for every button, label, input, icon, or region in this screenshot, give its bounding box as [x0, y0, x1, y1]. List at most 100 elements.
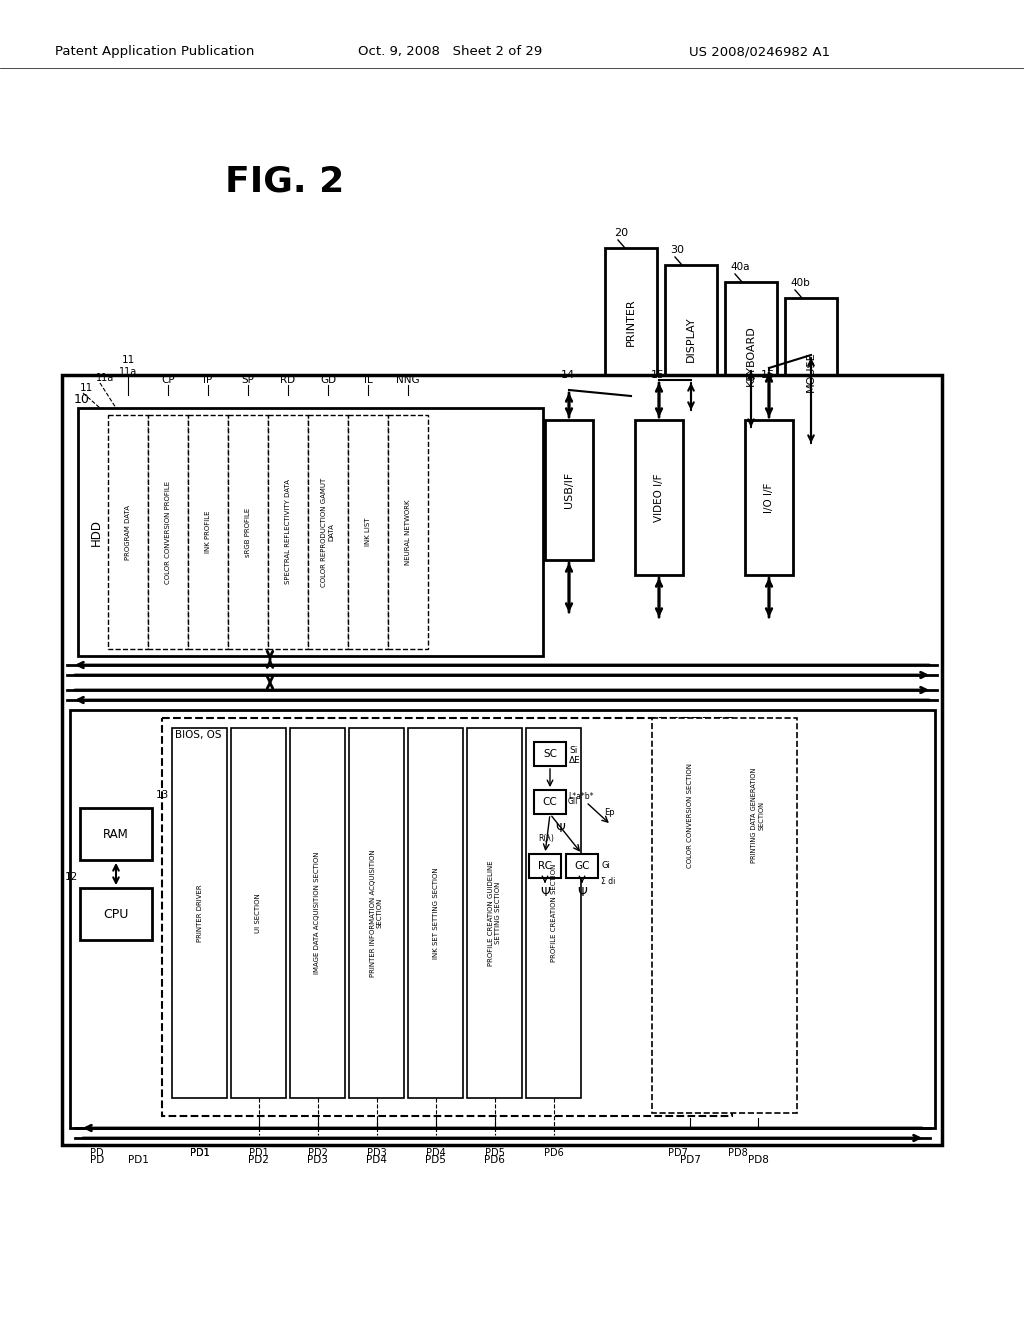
Bar	[652, 718, 797, 1113]
Bar	[665, 265, 717, 413]
Text: PRINTER DRIVER: PRINTER DRIVER	[197, 884, 203, 941]
Text: GII: GII	[568, 797, 579, 807]
Bar	[172, 729, 227, 1098]
Bar	[348, 414, 388, 649]
Bar	[725, 282, 777, 430]
Bar	[388, 414, 428, 649]
Text: COLOR CONVERSION SECTION: COLOR CONVERSION SECTION	[687, 763, 693, 867]
Bar	[228, 414, 268, 649]
Text: PD1: PD1	[189, 1148, 209, 1158]
Bar	[231, 729, 286, 1098]
Text: 12: 12	[65, 873, 78, 882]
Text: UI SECTION: UI SECTION	[256, 894, 261, 933]
Text: IL: IL	[364, 375, 373, 385]
Text: 16: 16	[761, 370, 775, 380]
Bar	[148, 414, 188, 649]
Text: RD: RD	[281, 375, 296, 385]
Text: SP: SP	[242, 375, 254, 385]
Text: BIOS, OS: BIOS, OS	[175, 730, 221, 741]
Text: 30: 30	[670, 246, 684, 255]
Text: NEURAL NETWORK: NEURAL NETWORK	[406, 499, 411, 565]
Text: Ψ: Ψ	[555, 821, 565, 834]
Text: COLOR CONVERSION PROFILE: COLOR CONVERSION PROFILE	[165, 480, 171, 583]
Text: PD4: PD4	[366, 1155, 387, 1166]
Text: 11a: 11a	[96, 374, 115, 383]
Text: Gi: Gi	[601, 862, 610, 870]
Bar	[78, 408, 543, 656]
Text: IP: IP	[204, 375, 213, 385]
Text: PD7: PD7	[680, 1155, 700, 1166]
Text: RC: RC	[538, 861, 552, 871]
Text: 40b: 40b	[790, 279, 810, 288]
Bar	[80, 888, 152, 940]
Text: 40a: 40a	[730, 261, 750, 272]
Bar	[349, 729, 404, 1098]
Bar	[268, 414, 308, 649]
Bar	[635, 420, 683, 576]
Text: PD7: PD7	[668, 1148, 688, 1158]
Text: CP: CP	[161, 375, 175, 385]
Text: DISPLAY: DISPLAY	[686, 317, 696, 362]
Text: USB/IF: USB/IF	[564, 471, 574, 508]
Bar	[534, 789, 566, 814]
Text: PD1: PD1	[189, 1148, 209, 1158]
Bar	[785, 298, 837, 446]
Text: PD2: PD2	[307, 1148, 328, 1158]
Text: PD6: PD6	[544, 1148, 563, 1158]
Text: PD4: PD4	[426, 1148, 445, 1158]
Text: IMAGE DATA ACQUISITION SECTION: IMAGE DATA ACQUISITION SECTION	[314, 851, 321, 974]
Text: CPU: CPU	[103, 908, 129, 920]
Text: 11: 11	[80, 383, 93, 393]
Text: 14: 14	[561, 370, 575, 380]
Text: Ψ: Ψ	[540, 886, 550, 899]
Text: 11a: 11a	[119, 367, 137, 378]
Bar	[529, 854, 561, 878]
Bar	[660, 725, 720, 906]
Bar	[62, 375, 942, 1144]
Text: 20: 20	[614, 228, 628, 238]
Text: I/O I/F: I/O I/F	[764, 482, 774, 512]
Text: PD3: PD3	[367, 1148, 386, 1158]
Text: 13: 13	[156, 789, 169, 800]
Text: PD6: PD6	[484, 1155, 505, 1166]
Bar	[745, 420, 793, 576]
Text: PD1: PD1	[128, 1155, 148, 1166]
Text: VIDEO I/F: VIDEO I/F	[654, 474, 664, 521]
Text: Oct. 9, 2008   Sheet 2 of 29: Oct. 9, 2008 Sheet 2 of 29	[357, 45, 542, 58]
Bar	[566, 854, 598, 878]
Text: Ep: Ep	[604, 808, 614, 817]
Text: ΔE: ΔE	[569, 756, 581, 766]
Text: COLOR REPRODUCTION GAMUT
DATA: COLOR REPRODUCTION GAMUT DATA	[322, 478, 335, 586]
Text: 15: 15	[651, 370, 665, 380]
Text: PROGRAM DATA: PROGRAM DATA	[125, 504, 131, 560]
Text: GC: GC	[574, 861, 590, 871]
Text: SPECTRAL REFLECTIVITY DATA: SPECTRAL REFLECTIVITY DATA	[285, 479, 291, 585]
Bar	[545, 420, 593, 560]
Text: PRINTER: PRINTER	[626, 298, 636, 346]
Text: US 2008/0246982 A1: US 2008/0246982 A1	[689, 45, 830, 58]
Bar	[308, 414, 348, 649]
Text: PD8: PD8	[748, 1155, 768, 1166]
Bar	[467, 729, 522, 1098]
Bar	[162, 718, 732, 1115]
Text: INK SET SETTING SECTION: INK SET SETTING SECTION	[432, 867, 438, 958]
Text: PD: PD	[90, 1155, 104, 1166]
Text: RAM: RAM	[103, 828, 129, 841]
Bar	[290, 729, 345, 1098]
Text: INK PROFILE: INK PROFILE	[205, 511, 211, 553]
Text: R(λ): R(λ)	[538, 833, 554, 842]
Bar	[188, 414, 228, 649]
Text: PD5: PD5	[425, 1155, 445, 1166]
Text: PD2: PD2	[248, 1155, 269, 1166]
Text: MOUSE: MOUSE	[806, 351, 816, 392]
Text: SC: SC	[543, 748, 557, 759]
Bar	[534, 742, 566, 766]
Text: PD: PD	[90, 1148, 103, 1158]
Text: KEYBOARD: KEYBOARD	[746, 326, 756, 387]
Text: PRINTER INFORMATION ACQUISITION
SECTION: PRINTER INFORMATION ACQUISITION SECTION	[370, 849, 383, 977]
Text: Si: Si	[569, 746, 578, 755]
Bar	[108, 414, 148, 649]
Text: sRGB PROFILE: sRGB PROFILE	[245, 507, 251, 557]
Text: INK LIST: INK LIST	[365, 517, 371, 546]
Text: PD1: PD1	[249, 1148, 268, 1158]
